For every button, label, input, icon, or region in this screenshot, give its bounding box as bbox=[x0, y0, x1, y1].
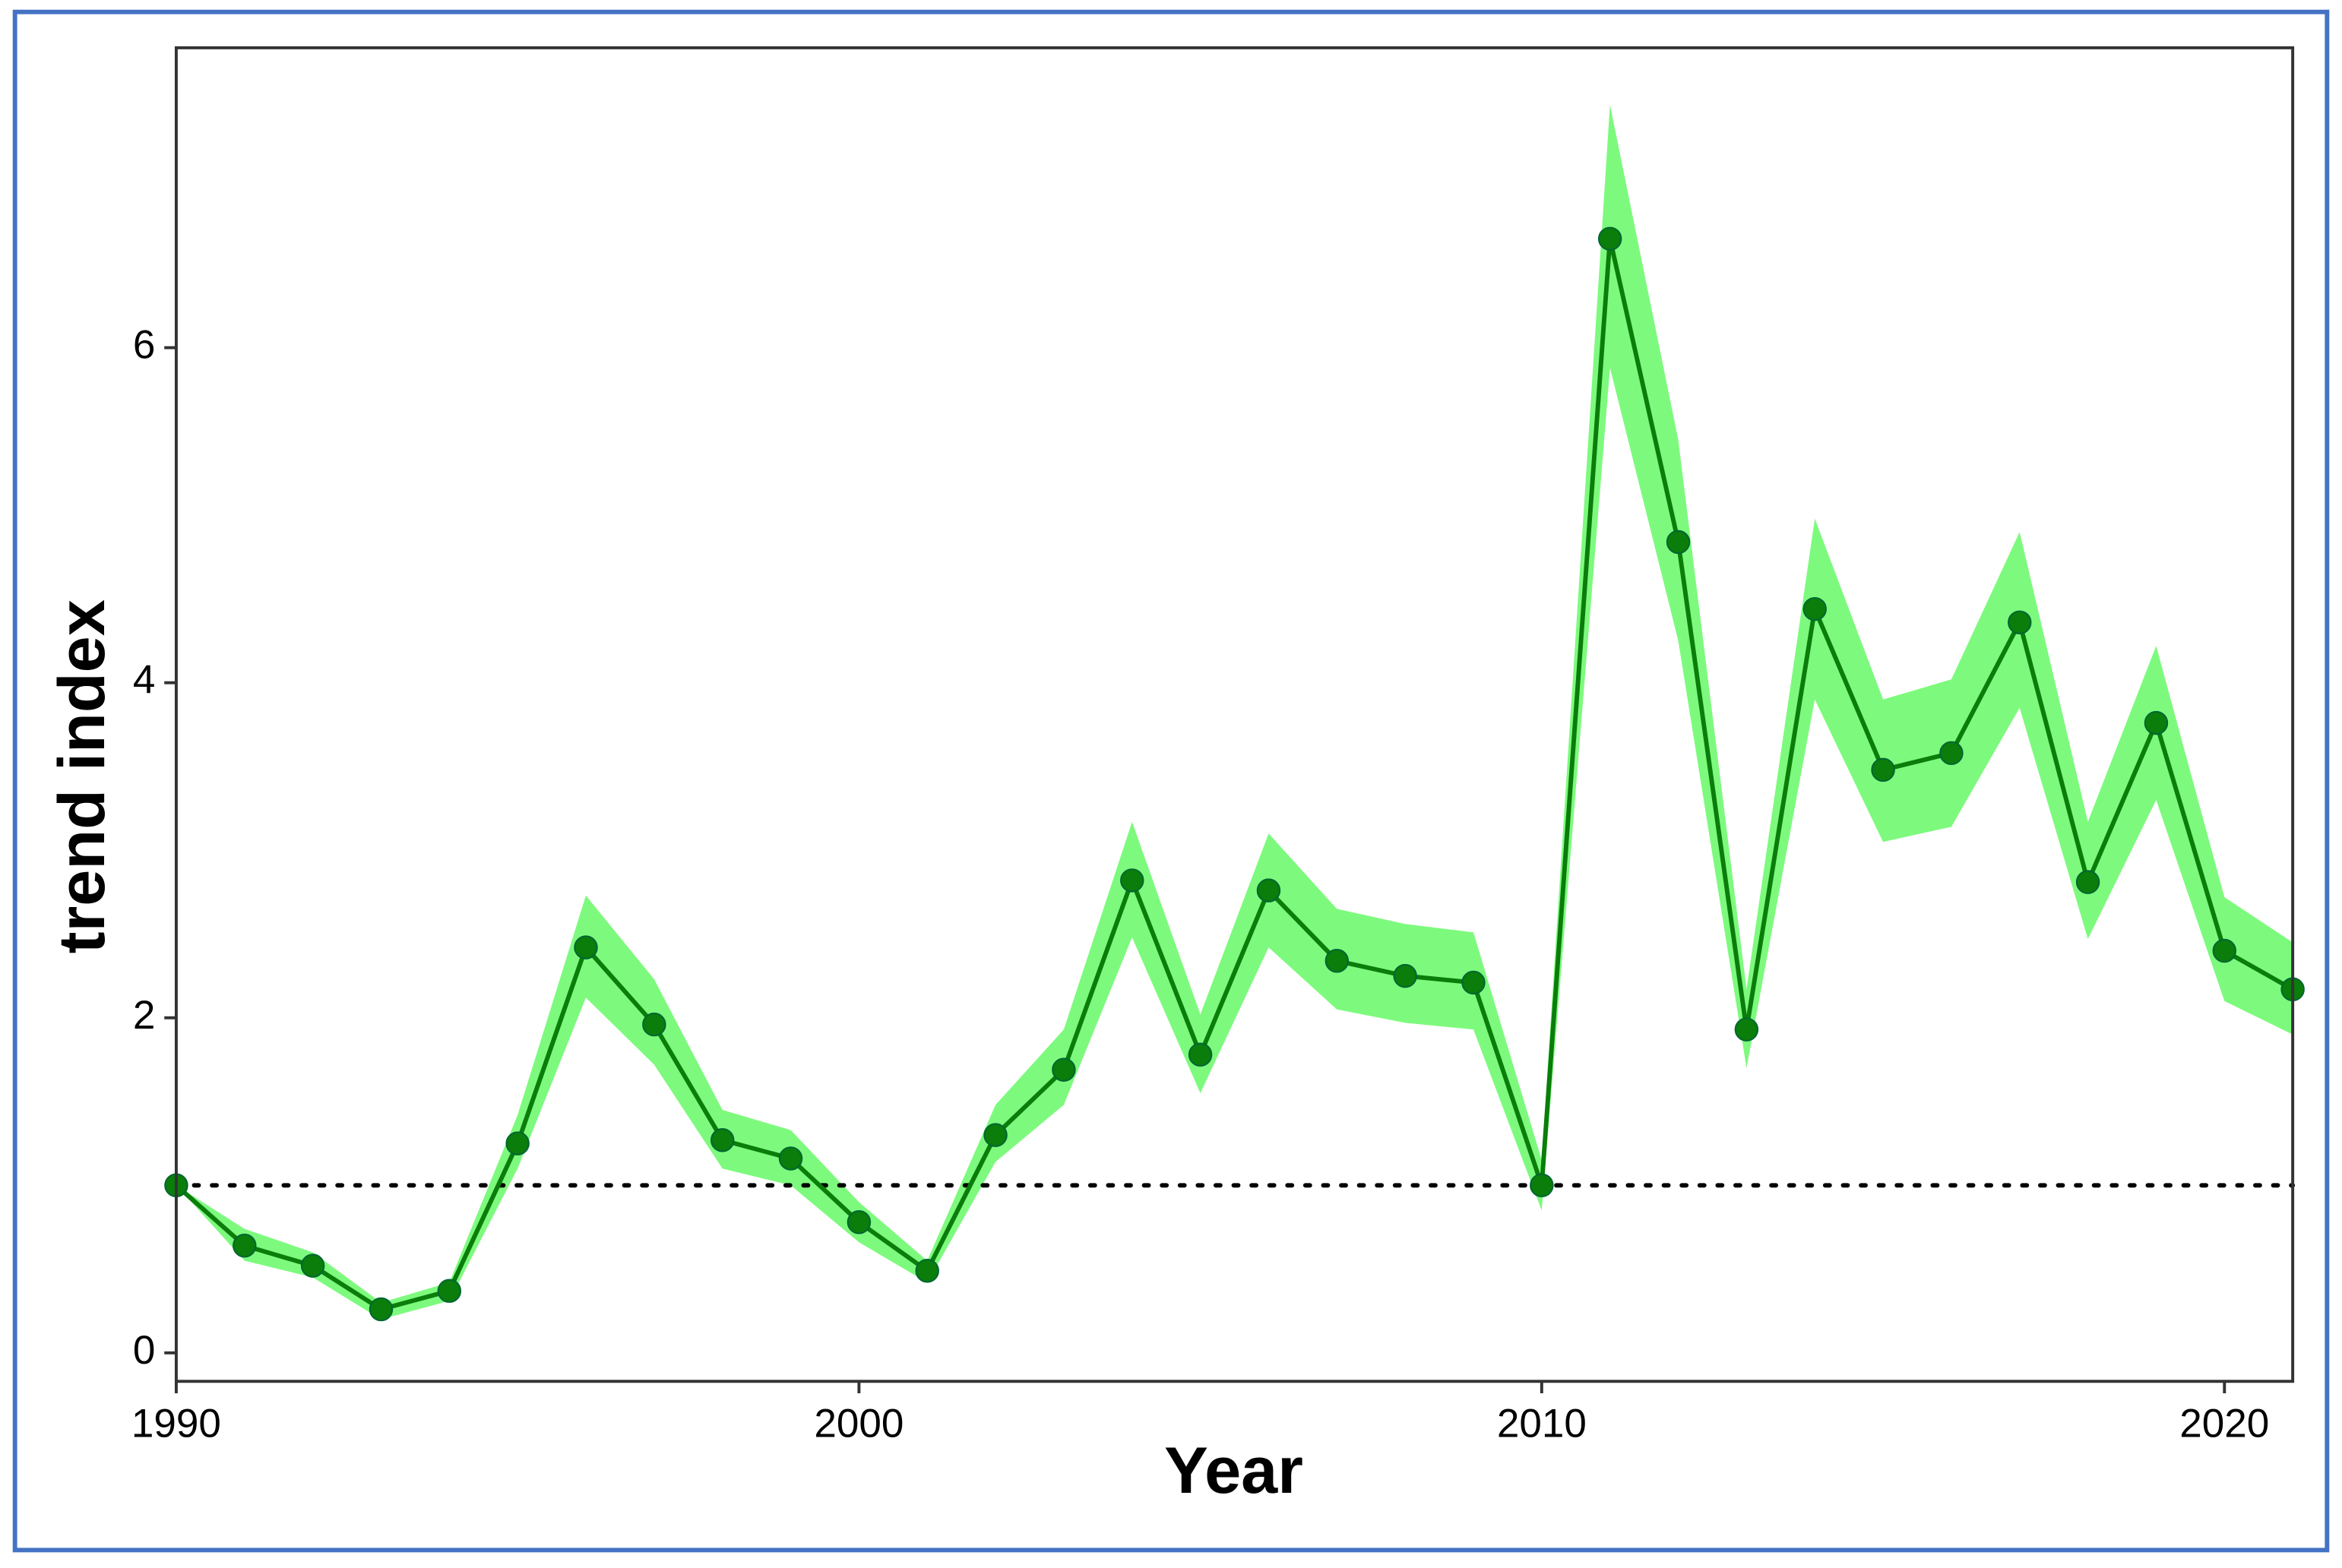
x-tick-label: 2010 bbox=[1497, 1401, 1587, 1446]
point bbox=[915, 1259, 939, 1283]
point bbox=[437, 1279, 462, 1303]
point bbox=[1939, 741, 1964, 766]
point bbox=[642, 1012, 666, 1037]
y-tick-label: 4 bbox=[133, 658, 156, 703]
point bbox=[1597, 226, 1622, 251]
point bbox=[1188, 1042, 1213, 1067]
confidence-band bbox=[176, 104, 2293, 1320]
point bbox=[574, 935, 598, 959]
point bbox=[1871, 757, 1895, 782]
point bbox=[1324, 949, 1350, 973]
point bbox=[1802, 596, 1827, 621]
x-tick-label: 2020 bbox=[2179, 1401, 2269, 1446]
point bbox=[778, 1146, 803, 1171]
point bbox=[1461, 970, 1486, 995]
y-axis-title: trend index bbox=[46, 599, 119, 953]
point bbox=[300, 1253, 325, 1278]
point bbox=[1666, 530, 1691, 555]
x-tick-label: 2000 bbox=[814, 1401, 904, 1446]
point bbox=[505, 1131, 530, 1155]
point bbox=[369, 1297, 394, 1322]
point bbox=[2212, 938, 2237, 963]
y-tick-label: 2 bbox=[133, 993, 156, 1038]
point bbox=[847, 1210, 872, 1234]
point bbox=[2144, 710, 2169, 735]
y-tick-label: 6 bbox=[133, 323, 156, 368]
point bbox=[710, 1128, 735, 1152]
x-axis-title: Year bbox=[1164, 1434, 1303, 1507]
plot-border bbox=[174, 46, 2295, 1383]
point bbox=[2008, 610, 2032, 635]
plot-area: 0 2 4 6 1990 2000 2010 2020 bbox=[131, 104, 2305, 1446]
point bbox=[1530, 1173, 1554, 1197]
point bbox=[983, 1123, 1008, 1147]
point bbox=[1734, 1017, 1759, 1042]
frame bbox=[12, 9, 2330, 1553]
point bbox=[233, 1233, 257, 1258]
x-tick-label: 1990 bbox=[131, 1401, 221, 1446]
point bbox=[2075, 870, 2100, 894]
point bbox=[1052, 1057, 1076, 1082]
point bbox=[1393, 963, 1417, 988]
y-tick-label: 0 bbox=[133, 1328, 156, 1373]
point bbox=[1256, 878, 1281, 903]
point bbox=[1120, 868, 1144, 893]
